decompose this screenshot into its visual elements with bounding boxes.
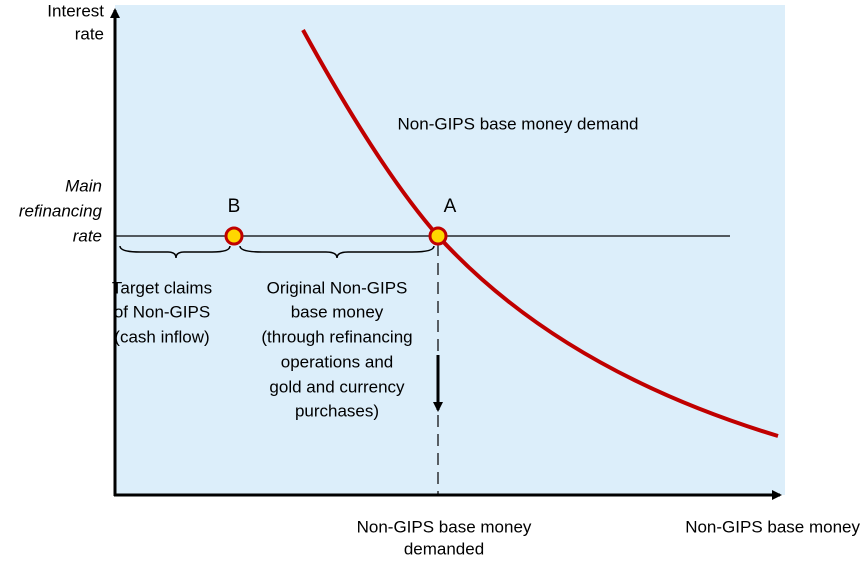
brace-label: of Non-GIPS: [114, 302, 210, 321]
demand-curve: [301, 29, 779, 438]
rate-label: rate: [73, 226, 102, 245]
demanded-label: demanded: [404, 539, 484, 558]
y-axis-label: Interest: [47, 1, 104, 20]
y-axis-label: rate: [75, 24, 104, 43]
rate-label: Main: [65, 176, 102, 195]
brace-label: gold and currency: [269, 377, 405, 396]
brace-label: operations and: [281, 352, 393, 371]
brace-label: (cash inflow): [114, 327, 209, 346]
brace-label: base money: [291, 302, 384, 321]
x-axis-label: Non-GIPS base money: [685, 517, 860, 536]
rate-label: refinancing: [19, 201, 103, 220]
brace: [119, 245, 231, 259]
brace: [239, 245, 435, 259]
brace-label: (through refinancing: [261, 327, 412, 346]
curve-label: Non-GIPS base money demand: [398, 114, 639, 133]
brace-label: purchases): [295, 401, 379, 420]
point-label: A: [444, 196, 457, 217]
brace-label: Target claims: [112, 278, 212, 297]
point-a: [428, 226, 448, 246]
brace-label: Original Non-GIPS: [267, 278, 408, 297]
point-label: B: [228, 196, 241, 217]
demanded-label: Non-GIPS base money: [357, 517, 532, 536]
point-b: [224, 226, 244, 246]
